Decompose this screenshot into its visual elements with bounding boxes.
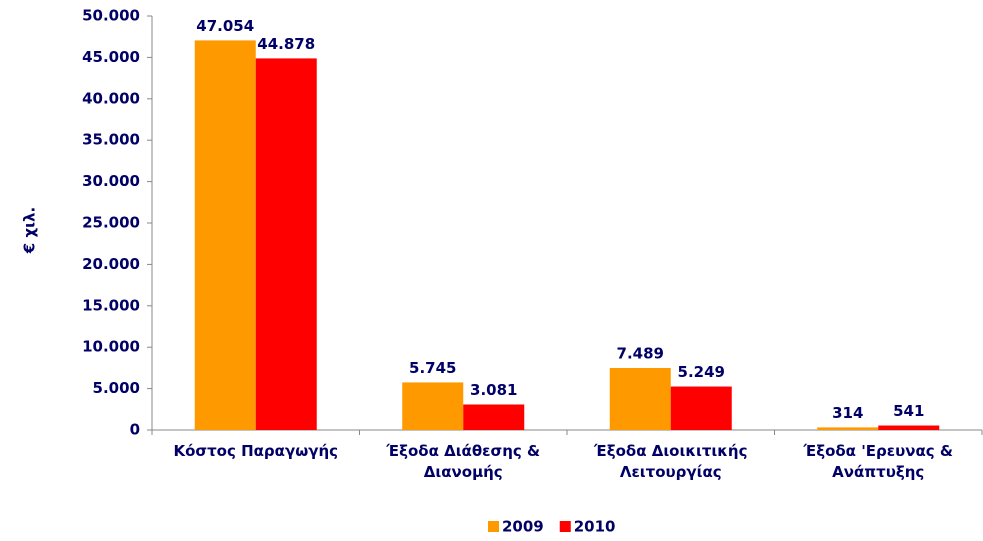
y-tick-label: 10.000 [82,338,140,356]
value-label: 5.745 [409,359,456,377]
bar [194,40,256,430]
bar [878,425,940,430]
y-tick-label: 35.000 [82,131,140,149]
y-tick-label: 30.000 [82,172,140,190]
value-label: 5.249 [678,363,725,381]
value-label: 3.081 [470,381,517,399]
y-tick-label: 50.000 [82,7,140,25]
value-label: 314 [832,404,863,422]
value-label: 44.878 [257,35,315,53]
x-tick-label: Έξοδα 'Ερευνας & Ανάπτυξης [803,442,953,481]
y-tick-label: 20.000 [82,255,140,273]
x-tick-label: Κόστος Παραγωγής [173,442,339,460]
legend-label: 2010 [574,518,616,536]
y-tick-label: 15.000 [82,296,140,314]
y-tick-label: 5.000 [93,379,140,397]
legend-label: 2009 [502,518,544,536]
y-tick-label: 45.000 [82,48,140,66]
x-tick-label: Έξοδα Διάθεσης & Διανομής [386,442,541,481]
bar [255,58,317,431]
value-label: 47.054 [196,17,254,35]
value-label: 7.489 [617,344,664,362]
y-tick-label: 40.000 [82,89,140,107]
legend-swatch [559,521,571,532]
value-label: 541 [893,402,924,420]
bar [463,404,525,430]
y-tick-label: 0 [130,421,140,439]
x-tick-label: Έξοδα Διοικιτικής Λειτουργίας [594,442,748,481]
bar [670,386,732,430]
bar [817,427,879,430]
y-tick-label: 25.000 [82,214,140,232]
bar [402,382,464,430]
y-axis-title: € χιλ. [21,207,39,254]
bar [609,367,671,430]
legend-swatch [488,521,499,532]
